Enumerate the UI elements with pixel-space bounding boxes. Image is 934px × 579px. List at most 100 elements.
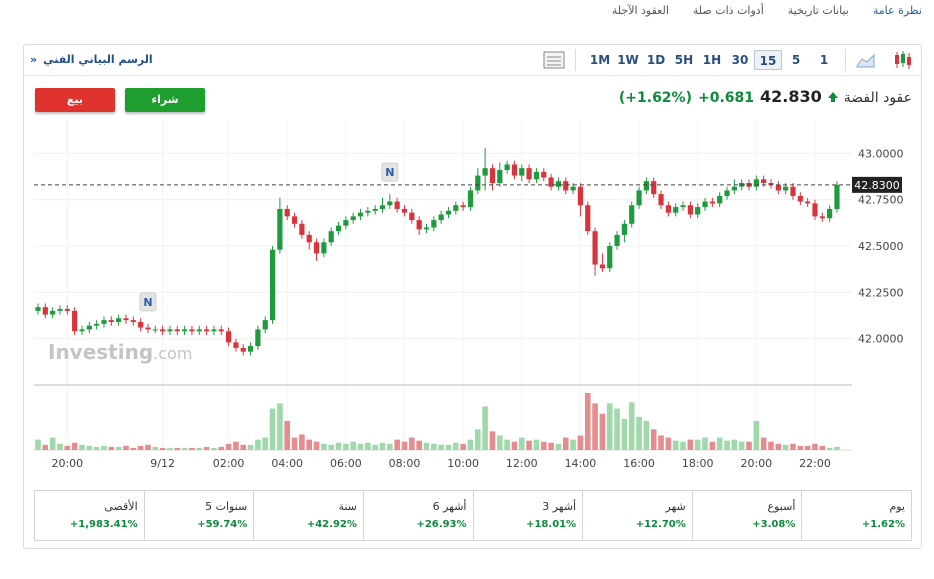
candle-body (299, 223, 305, 235)
candle-body (438, 214, 444, 221)
interval[interactable]: 5H (674, 53, 694, 67)
candle-body (328, 231, 334, 243)
sell-button[interactable]: بيع (35, 88, 115, 112)
volume-bar (526, 440, 532, 450)
volume-bar (518, 437, 525, 450)
candle-body (350, 216, 356, 221)
period-change: +42.92% (306, 519, 357, 530)
x-tick-label: 20:00 (740, 457, 772, 470)
interval[interactable]: 15 (754, 50, 782, 70)
table-icon[interactable] (542, 50, 566, 70)
volume-bar (379, 442, 386, 450)
news-marker-label: N (143, 296, 152, 309)
volume-bar (496, 435, 503, 450)
tab[interactable]: العقود الآجلة (611, 4, 669, 17)
candle-body (35, 307, 41, 311)
interval[interactable]: 1D (646, 53, 666, 67)
x-tick-label: 06:00 (330, 457, 362, 470)
candle-body (284, 208, 290, 217)
quote: عقود الفضة 42.830 +0.681 (+1.62%) (619, 87, 912, 106)
change: +0.681 (697, 90, 754, 106)
volume-bar (145, 444, 151, 450)
volume-bar (240, 444, 247, 450)
candle-body (313, 242, 320, 254)
volume-bar (137, 445, 144, 450)
volume-bar (731, 439, 738, 450)
volume-bar (321, 443, 327, 450)
candle-body (203, 329, 210, 332)
instrument-name: عقود الفضة (843, 90, 912, 106)
volume-bar (49, 437, 56, 450)
volume-bar (533, 439, 540, 450)
watermark-suffix: .com (153, 344, 192, 363)
area-chart-icon[interactable] (855, 50, 877, 70)
candle-body (387, 201, 393, 206)
volume-bar (636, 416, 642, 450)
volume-bar (577, 435, 584, 450)
x-tick-label: 04:00 (271, 457, 303, 470)
volume-bar (123, 445, 129, 450)
tab[interactable]: نظرة عامة (872, 4, 922, 17)
candle-body (548, 177, 554, 187)
volume-bar (130, 447, 137, 450)
candle-body (94, 323, 100, 326)
interval[interactable]: 1H (702, 53, 722, 67)
tab[interactable]: بيانات تاريخية (787, 4, 849, 17)
candle-body (827, 208, 833, 219)
candle-body (577, 186, 584, 206)
volume-bar (738, 441, 745, 450)
volume-bar (746, 441, 752, 450)
candle-body (42, 307, 48, 315)
interval[interactable]: 30 (731, 53, 749, 67)
candle-body (108, 320, 114, 322)
candle-body (511, 164, 518, 176)
x-tick-label: 14:00 (565, 457, 597, 470)
candle-body (460, 205, 466, 208)
x-tick-label: 18:00 (682, 457, 714, 470)
volume-bar (716, 437, 723, 450)
volume-bar (658, 435, 664, 450)
candle-body (233, 342, 239, 348)
volume-bar (409, 437, 415, 450)
x-tick-label: 22:00 (799, 457, 831, 470)
x-tick-label: 20:00 (51, 457, 83, 470)
news-marker-label: N (385, 166, 394, 179)
candle-body (64, 309, 70, 311)
interval[interactable]: 1W (617, 53, 639, 67)
volume-bar (643, 420, 650, 450)
candle-body (812, 203, 818, 217)
period-label: الأقصى (104, 500, 138, 513)
volume-bar (262, 437, 269, 450)
volume-bar (482, 406, 488, 450)
interval[interactable]: 1M (589, 53, 611, 67)
interval[interactable]: 1 (819, 53, 829, 67)
collapse-icon[interactable]: « (30, 53, 38, 66)
buy-button[interactable]: شراء (125, 88, 205, 112)
candle-body (72, 310, 78, 332)
interval[interactable]: 5 (791, 53, 801, 67)
volume-bar (306, 439, 313, 450)
tab[interactable]: أدوات ذات صلة (692, 4, 764, 17)
volume-bar (350, 441, 356, 450)
volume-bar (672, 440, 679, 450)
up-arrow (827, 91, 838, 102)
candle-body (116, 318, 122, 322)
news-marker (381, 162, 399, 182)
volume-bar (812, 443, 818, 450)
icon-shape (856, 53, 875, 68)
candle-body (585, 205, 591, 232)
candle-chart-icon[interactable] (892, 49, 914, 71)
volume-bar (387, 443, 393, 450)
candle-body (526, 168, 532, 180)
performance-cell: يوم +1.62% (801, 491, 911, 540)
period-label: 6 أشهر (432, 500, 467, 513)
candle-body (475, 175, 481, 191)
candle-body (658, 194, 664, 206)
candle-body (423, 227, 430, 230)
candle-body (702, 201, 708, 208)
chart-title[interactable]: « الرسم البياني الفني (30, 53, 153, 66)
candle-body (673, 207, 679, 213)
candle-body (138, 321, 144, 328)
y-tick-label: 42.0000 (858, 333, 904, 346)
candle-body (453, 205, 459, 211)
